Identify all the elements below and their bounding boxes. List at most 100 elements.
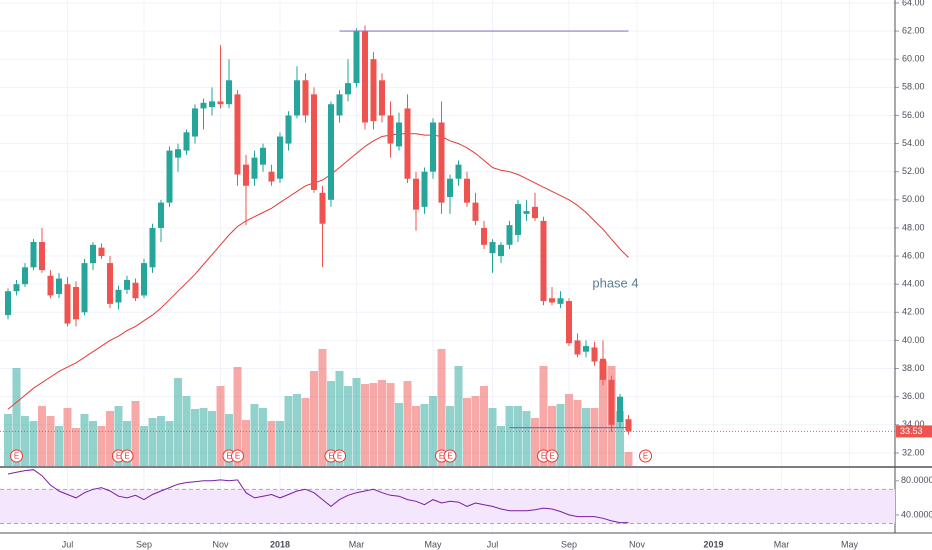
candle-body: [600, 358, 606, 380]
x-tick-label: Mar: [774, 539, 790, 549]
candle-body: [557, 298, 564, 304]
y-tick-label: 62.00: [902, 25, 925, 35]
volume-bar: [395, 403, 403, 466]
volume-bar: [208, 411, 216, 466]
y-tick-label: 60.00: [902, 54, 925, 64]
candle-body: [566, 301, 572, 344]
volume-bar: [344, 386, 352, 466]
candle-body: [396, 122, 402, 147]
candle-body: [379, 80, 385, 116]
candle-body: [540, 220, 547, 302]
volume-bar: [123, 421, 131, 466]
x-tick-label: Sep: [561, 539, 577, 549]
event-marker: [443, 449, 457, 463]
x-tick-label: Nov: [212, 539, 229, 549]
candle-body: [464, 178, 470, 203]
event-label: E: [549, 452, 554, 461]
volume-bar: [293, 394, 301, 466]
candle-body: [115, 289, 122, 303]
y-tick-label: 34.00: [902, 419, 925, 429]
volume-bar: [63, 408, 72, 466]
y-tick-label: 40.00: [902, 335, 925, 345]
candle-body: [489, 241, 496, 254]
candle-body: [149, 227, 156, 268]
volume-bar: [106, 411, 114, 466]
volume-bar: [531, 418, 539, 466]
volume-bar: [335, 371, 344, 466]
y-tick-label: 42.00: [902, 307, 925, 317]
y-tick-label: 64.00: [902, 0, 925, 7]
volume-bar: [556, 404, 565, 466]
volume-bar: [582, 408, 590, 466]
volume-bar: [191, 409, 199, 466]
volume-bar: [446, 406, 454, 466]
candle-body: [515, 204, 521, 235]
candle-body: [387, 115, 394, 144]
volume-bar: [21, 416, 29, 466]
candle-body: [404, 108, 411, 179]
candle-body: [226, 80, 232, 105]
event-label: E: [439, 452, 444, 461]
candle-body: [608, 379, 615, 425]
volume-bar: [97, 426, 106, 466]
volume-bar: [403, 381, 412, 466]
volume-bar: [72, 428, 80, 466]
volume-bar: [522, 411, 531, 466]
candle-body: [430, 122, 436, 172]
volume-bar: [454, 366, 463, 466]
candle-body: [583, 346, 589, 352]
volume-bar: [310, 371, 318, 466]
event-label: E: [14, 452, 19, 461]
event-marker: [545, 449, 559, 463]
volume-bar: [29, 421, 38, 466]
y-tick-label: 56.00: [902, 110, 925, 120]
event-label: E: [124, 452, 129, 461]
candle-body: [64, 284, 71, 324]
candle-body: [413, 178, 419, 210]
candle-body: [39, 241, 45, 271]
volume-bar: [148, 418, 157, 466]
candle-body: [13, 284, 20, 292]
candle-body: [158, 202, 164, 228]
rsi-tick-label: 40.0000: [901, 509, 932, 519]
candle-body: [183, 132, 190, 151]
y-tick-label: 48.00: [902, 222, 925, 232]
volume-bar: [89, 421, 97, 466]
volume-bar: [12, 368, 21, 466]
volume-bar: [55, 426, 63, 466]
rsi-band: [0, 489, 895, 524]
x-tick-label: Jul: [62, 539, 74, 549]
candle-body: [132, 282, 139, 299]
candle-body: [22, 267, 28, 285]
candle-body: [319, 192, 326, 224]
volume-bar: [318, 349, 327, 466]
x-tick-label: May: [841, 539, 859, 549]
volume-bar: [4, 414, 12, 466]
volume-bar: [565, 394, 573, 466]
event-marker: [10, 449, 23, 463]
y-tick-label: 46.00: [902, 250, 925, 260]
candle-body: [260, 147, 266, 165]
volume-bar: [276, 421, 284, 466]
volume-bar: [259, 408, 267, 466]
volume-bar: [199, 408, 208, 466]
volume-bar: [378, 380, 386, 466]
candle-body: [107, 263, 113, 304]
volume-bar: [624, 452, 633, 466]
event-label: E: [447, 452, 452, 461]
x-tick-label: Sep: [136, 539, 152, 549]
event-label: E: [226, 452, 231, 461]
event-label: E: [235, 452, 240, 461]
volume-bar: [463, 398, 471, 466]
candle-body: [166, 150, 173, 203]
volume-bar: [114, 406, 123, 466]
candle-body: [192, 108, 198, 137]
y-tick-label: 32.00: [902, 447, 925, 457]
candle-body: [268, 171, 275, 182]
volume-bar: [242, 420, 250, 466]
volume-bar: [140, 426, 148, 466]
y-tick-label: 50.00: [902, 194, 925, 204]
candle-body: [447, 178, 453, 198]
